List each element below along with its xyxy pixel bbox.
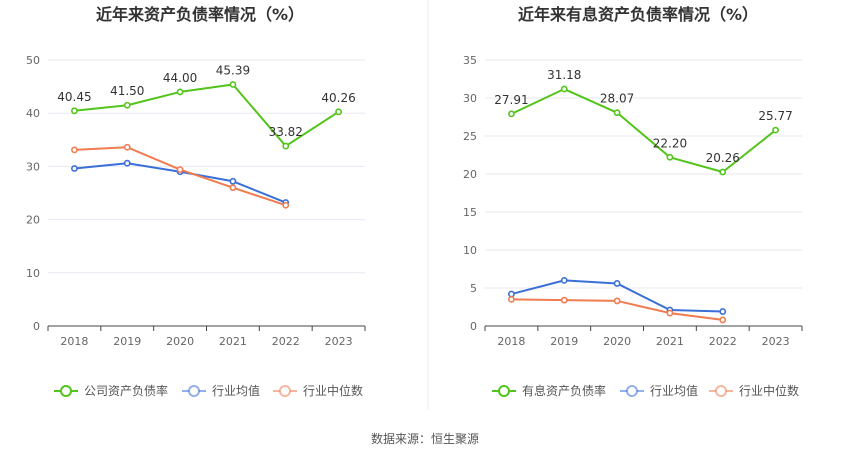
data-label: 31.18 bbox=[547, 68, 581, 82]
debt-ratio-chart: 近年来资产负债率情况（%） 0 10 20 30 40 50 2018 2019 2020 2021… bbox=[26, 5, 366, 398]
data-point bbox=[229, 184, 237, 192]
data-point bbox=[229, 177, 237, 185]
y-tick-label: 10 bbox=[26, 267, 40, 280]
legend-label: 有息资产负债率 bbox=[522, 383, 606, 398]
data-point bbox=[560, 276, 568, 284]
y-tick-label: 0 bbox=[470, 320, 477, 333]
data-label: 33.82 bbox=[269, 125, 303, 139]
data-point bbox=[666, 153, 674, 161]
data-point bbox=[123, 143, 131, 151]
y-tick-label: 35 bbox=[463, 54, 477, 67]
legend-label: 行业中位数 bbox=[303, 383, 363, 398]
series-line bbox=[74, 83, 340, 148]
data-point bbox=[71, 165, 78, 172]
data-point bbox=[229, 81, 237, 88]
x-tick-label: 2022 bbox=[709, 335, 737, 348]
x-tick-label: 2022 bbox=[272, 335, 300, 348]
y-tick-label: 30 bbox=[463, 92, 477, 105]
series-line bbox=[74, 146, 287, 207]
x-tick-label: 2021 bbox=[656, 335, 684, 348]
data-label: 28.07 bbox=[600, 92, 634, 106]
legend-label: 行业均值 bbox=[212, 383, 260, 398]
x-tick-label: 2021 bbox=[219, 335, 247, 348]
data-point bbox=[176, 166, 184, 173]
y-tick-label: 40 bbox=[26, 107, 40, 120]
data-point bbox=[613, 280, 621, 287]
x-tick-label: 2020 bbox=[603, 335, 631, 348]
x-tick-label: 2020 bbox=[166, 335, 194, 348]
data-point bbox=[613, 297, 621, 305]
y-tick-label: 30 bbox=[26, 160, 40, 173]
y-tick-label: 20 bbox=[463, 168, 477, 181]
legend-label: 行业中位数 bbox=[739, 383, 799, 398]
data-point bbox=[560, 85, 568, 93]
data-label: 45.39 bbox=[216, 64, 250, 78]
x-tick-label: 2018 bbox=[60, 335, 88, 348]
source-note: 数据来源：恒生聚源 bbox=[371, 431, 479, 446]
data-point bbox=[176, 88, 184, 96]
legend-marker bbox=[60, 385, 72, 397]
data-point bbox=[508, 295, 515, 303]
data-point bbox=[666, 309, 674, 317]
data-label: 40.45 bbox=[57, 90, 91, 104]
data-label: 44.00 bbox=[163, 71, 197, 85]
legend-marker bbox=[626, 385, 638, 397]
data-point bbox=[772, 126, 779, 134]
data-point bbox=[71, 146, 78, 154]
data-point bbox=[123, 101, 131, 109]
y-tick-label: 0 bbox=[33, 320, 40, 333]
legend-marker bbox=[498, 385, 510, 397]
y-tick-label: 15 bbox=[463, 206, 477, 219]
chart-title: 近年来资产负债率情况（%） bbox=[96, 5, 304, 24]
x-tick-label: 2018 bbox=[497, 335, 525, 348]
data-point bbox=[508, 290, 515, 298]
y-tick-label: 10 bbox=[463, 244, 477, 257]
data-point bbox=[71, 107, 78, 115]
series-line bbox=[510, 88, 777, 174]
y-tick-label: 50 bbox=[26, 54, 40, 67]
legend-marker bbox=[279, 385, 291, 397]
x-tick-label: 2023 bbox=[325, 335, 353, 348]
data-point bbox=[282, 201, 290, 209]
chart-title: 近年来有息资产负债率情况（%） bbox=[518, 5, 758, 24]
data-point bbox=[719, 308, 727, 315]
data-point bbox=[282, 142, 290, 150]
data-point bbox=[719, 316, 727, 324]
x-tick-label: 2019 bbox=[550, 335, 578, 348]
data-label: 27.91 bbox=[494, 93, 528, 107]
data-label: 20.26 bbox=[706, 151, 740, 165]
data-point bbox=[335, 108, 342, 116]
data-label: 40.26 bbox=[321, 91, 355, 105]
data-point bbox=[719, 168, 727, 176]
data-point bbox=[560, 296, 568, 304]
data-label: 22.20 bbox=[653, 136, 687, 150]
legend-marker bbox=[715, 385, 727, 397]
legend-label: 行业均值 bbox=[650, 383, 698, 398]
x-tick-label: 2023 bbox=[762, 335, 790, 348]
data-point bbox=[508, 110, 515, 118]
legend-marker bbox=[188, 385, 200, 397]
data-point bbox=[613, 109, 621, 117]
y-tick-label: 5 bbox=[470, 282, 477, 295]
data-label: 25.77 bbox=[758, 109, 792, 123]
data-label: 41.50 bbox=[110, 84, 144, 98]
interest-debt-ratio-chart: 近年来有息资产负债率情况（%） 0 5 10 15 20 25 30 35 2018 2019 202… bbox=[463, 5, 803, 398]
y-tick-label: 25 bbox=[463, 130, 477, 143]
legend-label: 公司资产负债率 bbox=[84, 383, 168, 398]
data-point bbox=[123, 159, 131, 167]
x-tick-label: 2019 bbox=[113, 335, 141, 348]
y-tick-label: 20 bbox=[26, 214, 40, 227]
